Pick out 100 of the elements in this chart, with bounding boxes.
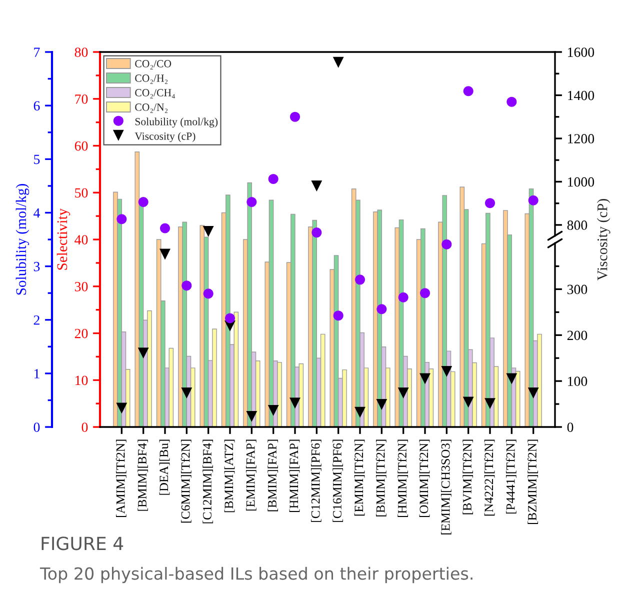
- y-tick-label: 1400: [568, 90, 594, 100]
- point: [290, 112, 300, 122]
- y3-tick-label: 5: [34, 154, 40, 164]
- x-tick-label: [BMIM][BF4]: [138, 440, 148, 511]
- text: Top 20 physical-based ILs based on their properties.: [40, 566, 472, 584]
- point: [268, 404, 279, 416]
- bar: [290, 214, 296, 427]
- x-tick-label: [BVIM][Tf2N]: [462, 440, 474, 514]
- y-tick-label: 0: [82, 422, 88, 432]
- y3-tick-label: 1: [34, 369, 40, 378]
- y-axis-title: Selectivity: [56, 208, 70, 270]
- point: [420, 288, 430, 298]
- bar: [320, 334, 326, 427]
- point: [332, 56, 344, 68]
- point: [246, 196, 257, 208]
- point: [398, 292, 408, 302]
- y-tick-label: 60: [74, 141, 88, 151]
- y2-tick-label: 100: [568, 376, 588, 386]
- point: [290, 398, 300, 409]
- x-tick-label: [EMIM][CH3SO3]: [441, 440, 452, 534]
- y2-axis-title: Viscosity (cP): [597, 199, 610, 280]
- point: [442, 239, 452, 250]
- bar: [226, 194, 230, 427]
- bar: [342, 369, 347, 427]
- point: [138, 196, 148, 208]
- y-tick-label: 30: [74, 282, 88, 292]
- point: [160, 248, 170, 260]
- point: [138, 348, 149, 359]
- bar: [486, 212, 490, 427]
- y-tick-label: 800: [567, 220, 588, 230]
- bar: [234, 312, 239, 427]
- x-tick-label: [P4441][Tf2N]: [506, 440, 516, 514]
- bar: [277, 362, 282, 427]
- point: [376, 399, 388, 410]
- point: [441, 366, 452, 377]
- x-tick-label: [HMIM][FAP]: [289, 440, 300, 512]
- bar: [377, 210, 382, 427]
- point: [246, 410, 258, 422]
- x-tick-label: [BMIM][Tf2N]: [376, 440, 386, 516]
- legend-label: Viscosity (cP): [134, 132, 196, 142]
- point: [203, 288, 214, 299]
- text: FIGURE 4: [42, 536, 124, 550]
- point: [268, 174, 278, 184]
- point: [312, 228, 322, 238]
- bar: [298, 363, 304, 427]
- x-tick-label: [N4222][Tf2N]: [484, 440, 495, 516]
- legend-label: Solubility (mol/kg): [135, 118, 218, 128]
- y3-tick-label: 0: [34, 422, 40, 432]
- point: [116, 214, 127, 224]
- point: [484, 198, 496, 208]
- legend-label: CO₂/N₂: [135, 104, 168, 113]
- point: [463, 86, 474, 96]
- x-tick-label: [BMIM][ATZ]: [224, 440, 235, 512]
- x-tick-label: [EMIM][Tf2N]: [354, 440, 365, 516]
- point: [333, 310, 344, 321]
- point: [506, 96, 517, 107]
- bar: [168, 348, 174, 427]
- point: [354, 274, 366, 285]
- y-tick-label: 70: [75, 94, 88, 104]
- point: [506, 373, 518, 384]
- point: [484, 398, 496, 410]
- bar: [515, 370, 520, 427]
- y-tick-label: 80: [74, 48, 88, 57]
- bar: [420, 228, 426, 427]
- point: [420, 373, 430, 384]
- x-tick-label: [BZMIM][Tf2N]: [528, 440, 538, 524]
- y-tick-label: 1000: [568, 177, 594, 187]
- legend-label: CO₂/H₂: [135, 74, 168, 84]
- y3-tick-label: 7: [34, 48, 40, 57]
- y-tick-label: 20: [74, 328, 88, 338]
- bar: [247, 182, 252, 427]
- y-tick-label: 1600: [568, 48, 594, 57]
- legend-label: CO₂/CH₄: [135, 89, 175, 98]
- x-tick-label: [DEA][Bu]: [159, 440, 170, 495]
- bar: [537, 334, 542, 427]
- y-tick-label: 50: [75, 188, 88, 198]
- bar: [182, 222, 188, 427]
- point: [116, 402, 128, 414]
- point: [182, 280, 192, 291]
- point: [376, 304, 387, 314]
- x-tick-label: [C16MIM][PF6]: [332, 440, 344, 522]
- point: [462, 396, 474, 408]
- bar: [442, 195, 448, 427]
- y-tick-label: 40: [74, 235, 88, 244]
- bar: [212, 328, 217, 427]
- x-tick-label: [BMIM][FAP]: [268, 440, 278, 512]
- y3-tick-label: 2: [34, 315, 40, 325]
- x-tick-label: [HMIM][Tf2N]: [398, 440, 408, 518]
- bar: [312, 220, 318, 427]
- y3-tick-label: 3: [34, 262, 40, 272]
- y2-tick-label: 200: [567, 330, 588, 340]
- y2-tick-label: 300: [567, 284, 588, 294]
- x-tick-label: [OMIM][Tf2N]: [419, 440, 430, 518]
- point: [202, 226, 214, 237]
- point: [311, 180, 322, 192]
- y3-tick-label: 6: [34, 101, 40, 111]
- y-tick-label: 10: [76, 376, 88, 386]
- point: [398, 388, 409, 398]
- x-tick-label: [C12MIM][BF4]: [202, 440, 214, 524]
- x-tick-label: [AMIM][Tf2N]: [116, 440, 126, 518]
